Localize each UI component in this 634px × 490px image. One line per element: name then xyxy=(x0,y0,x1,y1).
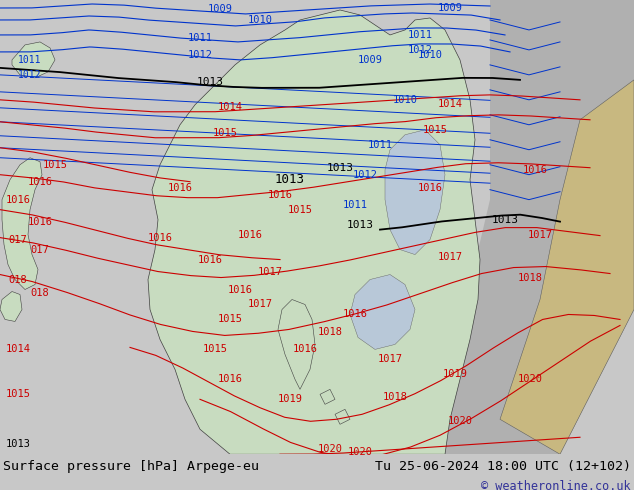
Text: 1015: 1015 xyxy=(217,315,242,324)
Text: 1011: 1011 xyxy=(368,140,392,150)
Text: 1010: 1010 xyxy=(247,15,273,25)
Text: 1015: 1015 xyxy=(287,205,313,215)
Text: 1016: 1016 xyxy=(268,190,292,199)
Text: 1014: 1014 xyxy=(217,102,242,112)
Text: Surface pressure [hPa] Arpege-eu: Surface pressure [hPa] Arpege-eu xyxy=(3,460,259,473)
Text: 1016: 1016 xyxy=(217,374,242,384)
Text: 1010: 1010 xyxy=(392,95,418,105)
Polygon shape xyxy=(278,299,315,390)
Text: 1015: 1015 xyxy=(42,160,67,170)
Text: 1012: 1012 xyxy=(188,50,212,60)
Text: 1017: 1017 xyxy=(377,354,403,365)
Text: 1016: 1016 xyxy=(342,310,368,319)
Polygon shape xyxy=(2,158,42,290)
Text: 1012: 1012 xyxy=(408,45,432,55)
Text: 1011: 1011 xyxy=(342,199,368,210)
Text: 1019: 1019 xyxy=(443,369,467,379)
Text: 1009: 1009 xyxy=(358,55,382,65)
Text: 1017: 1017 xyxy=(437,251,462,262)
Text: 1011: 1011 xyxy=(18,55,42,65)
Text: 018: 018 xyxy=(9,274,27,285)
Text: 1020: 1020 xyxy=(347,447,373,457)
Text: 1015: 1015 xyxy=(422,125,448,135)
Text: 1009: 1009 xyxy=(207,4,233,14)
Polygon shape xyxy=(500,80,634,454)
Text: 1015: 1015 xyxy=(6,390,30,399)
Text: 1016: 1016 xyxy=(148,233,172,243)
Text: 018: 018 xyxy=(30,288,49,297)
Text: 1012: 1012 xyxy=(353,170,377,180)
Text: 1017: 1017 xyxy=(257,267,283,276)
Text: 1011: 1011 xyxy=(408,30,432,40)
Text: 1016: 1016 xyxy=(198,255,223,265)
Text: 1016: 1016 xyxy=(167,183,193,193)
Text: 1018: 1018 xyxy=(517,272,543,283)
Text: 1018: 1018 xyxy=(382,392,408,402)
Text: 1015: 1015 xyxy=(202,344,228,354)
Text: 1013: 1013 xyxy=(491,215,519,224)
Text: 1012: 1012 xyxy=(18,70,42,80)
Text: 1013: 1013 xyxy=(6,439,30,449)
Text: 1016: 1016 xyxy=(6,195,30,205)
Text: 1016: 1016 xyxy=(27,217,53,226)
Polygon shape xyxy=(385,130,445,255)
Polygon shape xyxy=(0,292,22,321)
Text: 1013: 1013 xyxy=(275,173,305,186)
Text: 1016: 1016 xyxy=(522,165,548,175)
Text: 1017: 1017 xyxy=(527,230,552,240)
Polygon shape xyxy=(430,0,634,454)
Text: 1018: 1018 xyxy=(318,327,342,338)
Text: 017: 017 xyxy=(30,245,49,255)
Polygon shape xyxy=(12,42,55,78)
Text: 1013: 1013 xyxy=(197,77,224,87)
Polygon shape xyxy=(350,274,415,349)
Polygon shape xyxy=(148,10,480,454)
Polygon shape xyxy=(335,409,350,424)
Text: 1010: 1010 xyxy=(418,50,443,60)
Text: 1020: 1020 xyxy=(517,374,543,384)
Text: 1011: 1011 xyxy=(188,33,212,43)
Text: 1013: 1013 xyxy=(327,163,354,172)
Text: 1014: 1014 xyxy=(437,99,462,109)
Text: 1016: 1016 xyxy=(418,183,443,193)
Text: 1016: 1016 xyxy=(238,230,262,240)
Text: 1017: 1017 xyxy=(247,299,273,310)
Text: 1016: 1016 xyxy=(292,344,318,354)
Text: 1019: 1019 xyxy=(278,394,302,404)
Text: 1015: 1015 xyxy=(212,128,238,138)
Text: 017: 017 xyxy=(9,235,27,245)
Text: 1016: 1016 xyxy=(27,177,53,187)
Polygon shape xyxy=(320,390,335,404)
Text: 1020: 1020 xyxy=(448,416,472,426)
Text: © weatheronline.co.uk: © weatheronline.co.uk xyxy=(481,480,631,490)
Text: 1020: 1020 xyxy=(318,444,342,454)
Text: Tu 25-06-2024 18:00 UTC (12+102): Tu 25-06-2024 18:00 UTC (12+102) xyxy=(375,460,631,473)
Text: 1014: 1014 xyxy=(6,344,30,354)
Text: 1016: 1016 xyxy=(228,285,252,294)
Text: 1013: 1013 xyxy=(347,220,373,230)
Text: 1009: 1009 xyxy=(437,3,462,13)
